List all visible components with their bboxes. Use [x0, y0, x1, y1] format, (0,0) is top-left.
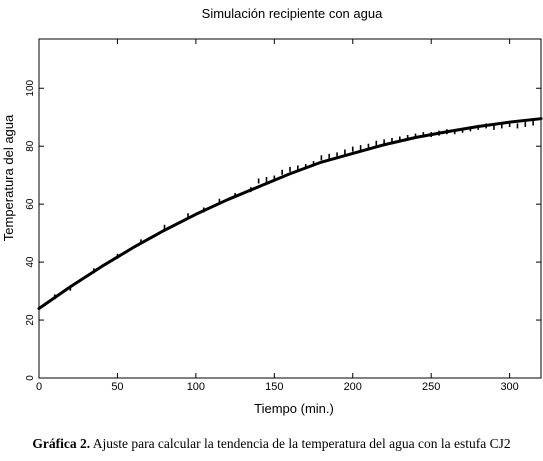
y-tick-label: 20	[25, 314, 36, 326]
y-tick-label: 40	[25, 256, 36, 268]
x-tick-label: 150	[265, 381, 283, 393]
x-tick-label: 100	[187, 381, 205, 393]
y-tick-label: 80	[25, 140, 36, 152]
x-tick-label: 200	[344, 381, 362, 393]
y-axis: 0 20 40 60 80 100	[25, 79, 541, 381]
y-tick-label: 0	[25, 375, 36, 381]
caption-label: Gráfica 2.	[32, 436, 91, 451]
x-tick-label: 300	[500, 381, 518, 393]
y-tick-label: 100	[25, 79, 36, 96]
figure-caption: Gráfica 2. Ajuste para calcular la tende…	[0, 436, 543, 452]
x-tick-label: 0	[36, 381, 42, 393]
x-tick-label: 250	[422, 381, 440, 393]
chart-title: Simulación recipiente con agua	[202, 6, 383, 21]
fitted-curve-line	[37, 117, 543, 310]
caption-text: Ajuste para calcular la tendencia de la …	[90, 436, 511, 451]
plot-frame	[38, 38, 542, 379]
x-axis-label: Tiempo (min.)	[254, 401, 334, 416]
x-axis: 0 50 100 150 200 250 300	[36, 39, 519, 393]
y-axis-label: Temperatura del agua	[1, 114, 16, 241]
series-layer	[37, 117, 543, 310]
x-tick-label: 50	[111, 381, 123, 393]
y-tick-label: 60	[25, 198, 36, 210]
